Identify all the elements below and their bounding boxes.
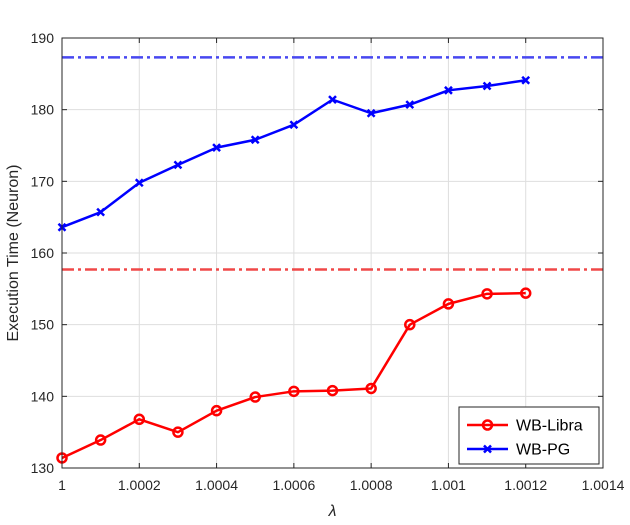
wb-pg-point bbox=[96, 207, 106, 217]
wb-libra-point bbox=[249, 391, 261, 403]
wb-pg-series bbox=[57, 75, 531, 232]
x-tick-label: 1 bbox=[58, 477, 66, 493]
wb-libra-point bbox=[442, 298, 455, 310]
y-tick-label: 150 bbox=[31, 317, 55, 333]
wb-pg-point bbox=[212, 143, 221, 153]
wb-pg-point bbox=[482, 81, 492, 91]
wb-libra-point bbox=[133, 413, 146, 426]
reference-lines bbox=[62, 56, 603, 271]
x-axis-ticks: 1 1.0002 1.0004 1.0006 1.0008 1.001 1.0012 1.00… bbox=[58, 38, 625, 493]
wb-libra-legend-marker bbox=[481, 419, 494, 431]
wb-libra-legend-label: WB-Libra bbox=[516, 418, 583, 435]
wb-libra-point bbox=[326, 384, 339, 397]
x-tick-label: 1.001 bbox=[431, 477, 466, 493]
x-tick-label: 1.0006 bbox=[272, 477, 315, 493]
x-tick-label: 1.0008 bbox=[350, 477, 393, 493]
wb-libra-point bbox=[481, 288, 493, 300]
wb-pg-point bbox=[134, 178, 144, 188]
x-tick-label: 1.0002 bbox=[118, 477, 161, 493]
x-axis-label: λ bbox=[328, 503, 337, 520]
y-tick-label: 170 bbox=[31, 173, 55, 189]
wb-pg-point bbox=[328, 95, 337, 105]
wb-pg-legend-label: WB-PG bbox=[516, 442, 570, 459]
x-tick-label: 1.0014 bbox=[582, 477, 625, 493]
y-tick-label: 180 bbox=[31, 102, 55, 118]
y-tick-label: 160 bbox=[31, 245, 55, 261]
wb-libra-point bbox=[519, 287, 532, 299]
wb-pg-legend-marker bbox=[483, 444, 492, 454]
y-tick-label: 190 bbox=[31, 30, 55, 46]
y-tick-label: 140 bbox=[31, 388, 55, 404]
wb-pg-point bbox=[173, 160, 183, 170]
wb-libra-point bbox=[172, 426, 184, 438]
wb-pg-point bbox=[250, 135, 260, 145]
wb-libra-point bbox=[365, 382, 377, 395]
series-layer bbox=[56, 75, 532, 464]
y-tick-label: 130 bbox=[31, 460, 55, 476]
wb-pg-point bbox=[444, 85, 453, 95]
wb-pg-point bbox=[289, 120, 299, 130]
x-tick-label: 1.0004 bbox=[195, 477, 238, 493]
wb-libra-point bbox=[210, 404, 223, 417]
x-tick-label: 1.0012 bbox=[504, 477, 547, 493]
legend: WB-Libra WB-PG bbox=[458, 406, 600, 465]
wb-libra-series bbox=[56, 287, 532, 464]
y-axis-ticks: 130 140 150 160 170 180 190 bbox=[31, 30, 603, 476]
legend-box bbox=[458, 406, 600, 465]
wb-pg-point bbox=[366, 108, 376, 118]
wb-libra-point bbox=[94, 434, 107, 446]
y-axis-label: Execution Time (Neuron) bbox=[5, 165, 22, 342]
wb-libra-point bbox=[404, 318, 416, 331]
wb-pg-point bbox=[405, 100, 415, 110]
wb-libra-point bbox=[288, 385, 300, 398]
wb-libra-line bbox=[61, 291, 526, 460]
wb-pg-point bbox=[521, 75, 531, 85]
